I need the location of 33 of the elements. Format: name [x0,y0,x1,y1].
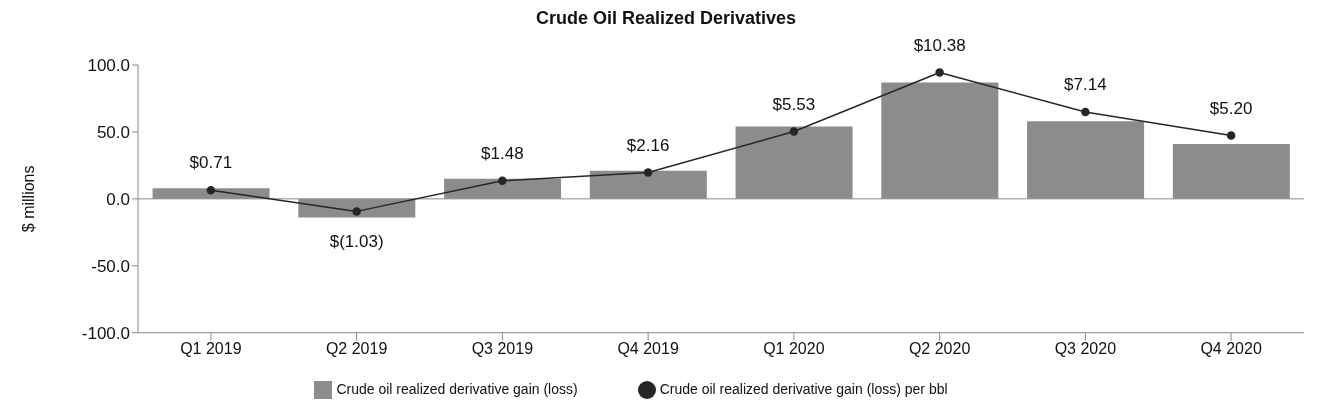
point [206,185,216,195]
x-tick-label: Q3 2020 [1054,340,1117,358]
x-tick-label: Q2 2019 [325,340,388,358]
data-label: $10.38 [913,35,966,55]
x-tick-label: Q2 2020 [908,340,971,358]
point [498,176,507,186]
point [935,68,944,77]
x-tick-label: Q4 2019 [617,340,679,358]
chart-title: Crude Oil Realized Derivatives [534,8,798,29]
x-tick-label: Q3 2019 [471,340,534,358]
data-label: $7.14 [1064,74,1107,94]
y-tick-label: 100.0 [87,56,130,76]
legend-label: Crude oil realized derivative gain (loss) [336,380,578,397]
y-tick-label: 50.0 [96,122,130,142]
data-label: $(1.03) [329,232,384,252]
data-label: $0.71 [189,153,233,173]
legend-label: Crude oil realized derivative gain (loss) per bbl [659,380,948,397]
point [789,127,799,136]
x-tick-label: Q4 2020 [1200,340,1262,358]
point [643,168,653,177]
y-tick-label: -100.0 [81,323,130,343]
data-label: $2.16 [626,135,670,155]
y-tick-label: -50.0 [91,256,130,276]
data-label: $5.53 [772,94,816,114]
x-tick-label: Q1 2019 [180,340,242,358]
data-label: $5.20 [1209,98,1253,118]
y-axis-title: $ millions [19,165,37,233]
x-tick-label: Q1 2020 [763,340,825,358]
point [1226,131,1236,140]
y-tick-label: 0.0 [106,189,130,209]
data-label: $1.48 [481,143,524,163]
point [352,207,361,216]
point [1081,107,1090,117]
